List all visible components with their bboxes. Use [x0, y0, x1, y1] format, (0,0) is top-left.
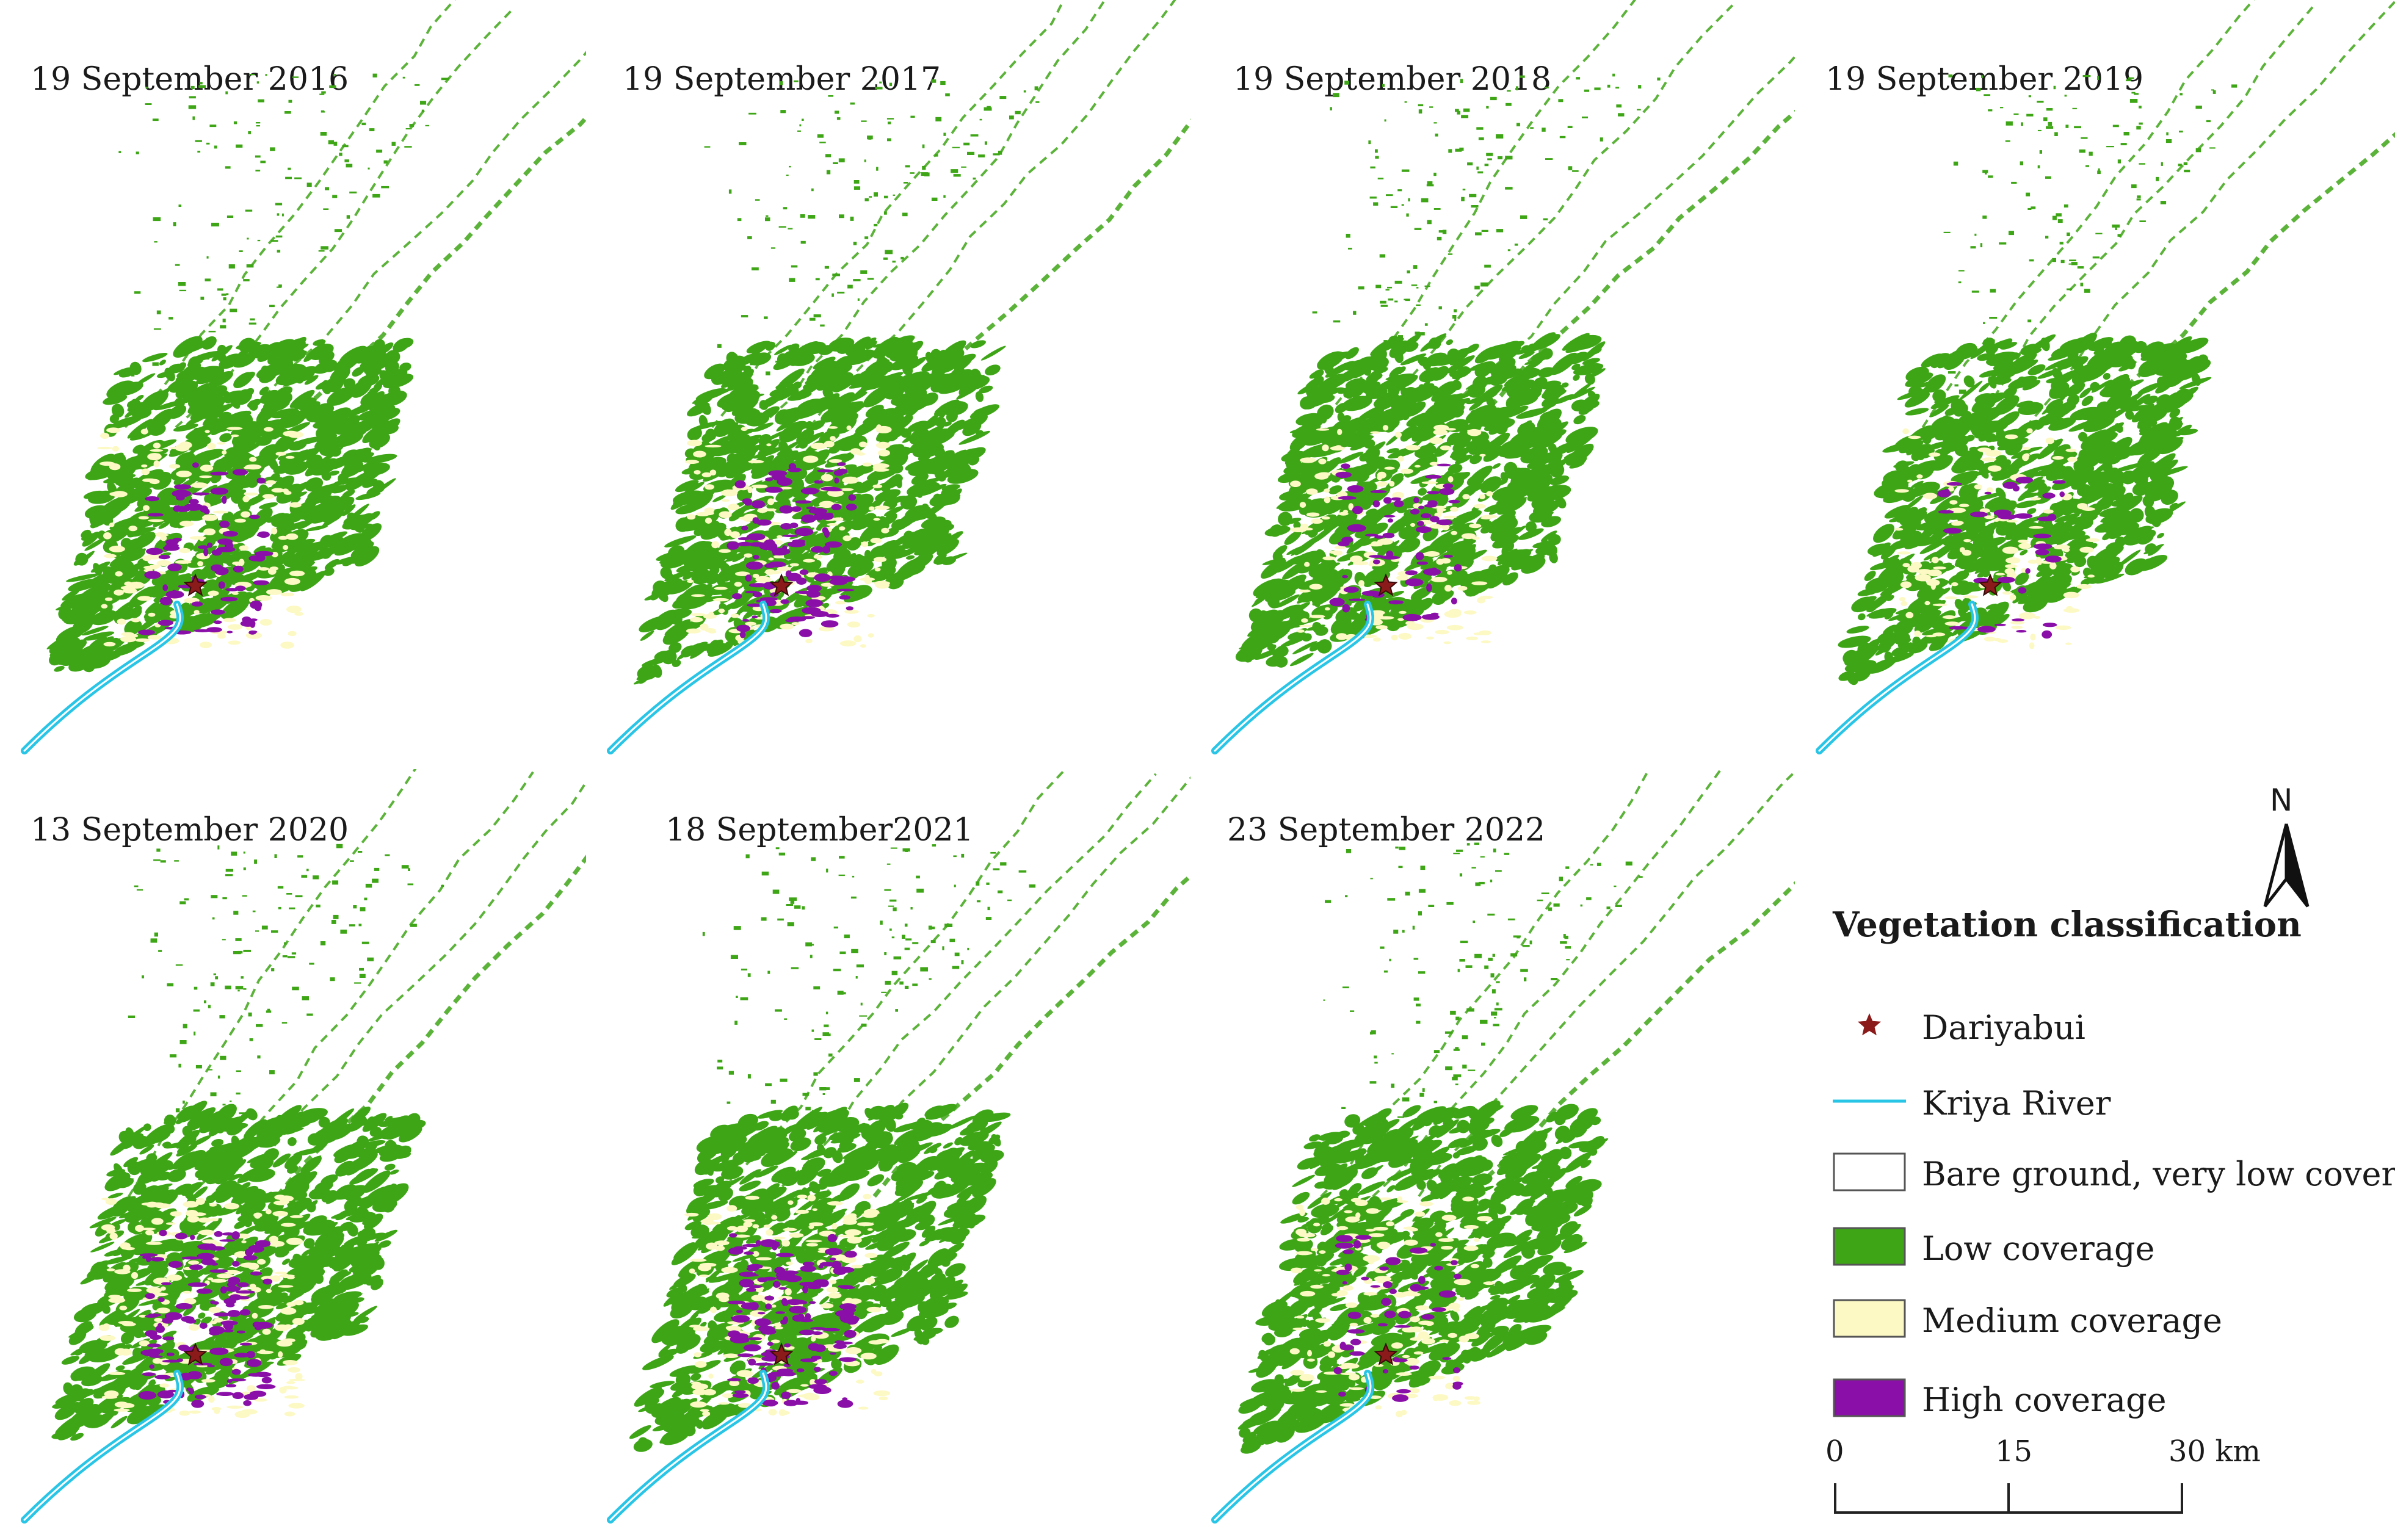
scale-label-15: 15 — [1995, 1434, 2033, 1469]
high-coverage-patches — [1937, 476, 2066, 639]
star-icon — [1858, 1013, 1881, 1036]
panel-date-title: 19 September 2016 — [31, 61, 349, 98]
map-panel: 18 September2021 — [586, 769, 1190, 1540]
map-panel: 13 September 2020 — [0, 769, 586, 1540]
vegetation-map — [21, 769, 586, 1524]
legend-label: High coverage — [1922, 1381, 2167, 1419]
dariyabui-star-icon — [769, 573, 794, 596]
panel-date-title: 13 September 2020 — [31, 812, 349, 848]
color-swatch — [1833, 1227, 1906, 1266]
vegetation-map — [21, 0, 586, 754]
panel-date-title: 19 September 2019 — [1825, 61, 2144, 98]
high-coverage-patches — [726, 462, 857, 638]
low-coverage-patches — [1237, 842, 1643, 1454]
north-label: N — [2270, 783, 2293, 818]
vegetation-map — [607, 0, 1190, 754]
panel-date-title: 18 September2021 — [665, 812, 974, 848]
map-panel: 23 September 2022 — [1190, 769, 1795, 1540]
map-panel: 19 September 2017 — [586, 0, 1190, 769]
river-line-icon — [1833, 1099, 1906, 1103]
map-panel: 19 September 2016 — [0, 0, 586, 769]
map-panel: 19 September 2018 — [1190, 0, 1795, 769]
color-swatch — [1833, 1299, 1906, 1338]
low-coverage-patches — [1235, 73, 1661, 668]
dariyabui-star-icon — [1374, 1342, 1398, 1365]
low-coverage-patches — [1838, 74, 2237, 685]
dariyabui-star-icon — [183, 573, 208, 596]
legend-label: Bare ground, very low cover — [1922, 1155, 2395, 1193]
scale-label-30: 30 km — [2169, 1434, 2261, 1469]
low-coverage-patches — [46, 73, 449, 673]
legend-label: Medium coverage — [1922, 1301, 2222, 1340]
legend-title: Vegetation classification — [1833, 905, 2302, 945]
vegetation-map — [1211, 769, 1795, 1524]
color-swatch — [1833, 1152, 1906, 1191]
high-coverage-patches — [138, 1229, 276, 1408]
color-swatch — [1833, 1378, 1906, 1417]
legend-label: Kriya River — [1922, 1084, 2111, 1122]
vegetation-map — [607, 769, 1190, 1524]
vegetation-map — [1211, 0, 1795, 754]
scale-bar: 0 15 30 km — [1825, 1434, 2289, 1526]
legend: Vegetation classification Dariyabui Kriya… — [1825, 781, 2395, 1538]
high-coverage-patches — [138, 462, 274, 635]
dariyabui-star-icon — [1978, 573, 2002, 596]
north-arrow-icon — [2263, 823, 2310, 908]
medium-coverage-patches — [1289, 1196, 1495, 1417]
legend-label: Low coverage — [1922, 1229, 2155, 1268]
high-coverage-patches — [727, 1233, 860, 1408]
panel-date-title: 19 September 2017 — [623, 61, 941, 98]
panel-date-title: 23 September 2022 — [1227, 812, 1546, 848]
legend-label: Dariyabui — [1922, 1008, 2085, 1047]
high-coverage-patches — [1333, 1235, 1463, 1402]
dariyabui-star-icon — [769, 1342, 794, 1365]
vegetation-map — [1816, 0, 2395, 754]
dariyabui-star-icon — [1374, 573, 1398, 596]
low-coverage-patches — [629, 844, 1036, 1452]
dariyabui-star-icon — [183, 1342, 208, 1365]
panel-date-title: 19 September 2018 — [1233, 61, 1552, 98]
scale-label-0: 0 — [1825, 1434, 1844, 1469]
map-panel: 19 September 2019 — [1795, 0, 2395, 769]
